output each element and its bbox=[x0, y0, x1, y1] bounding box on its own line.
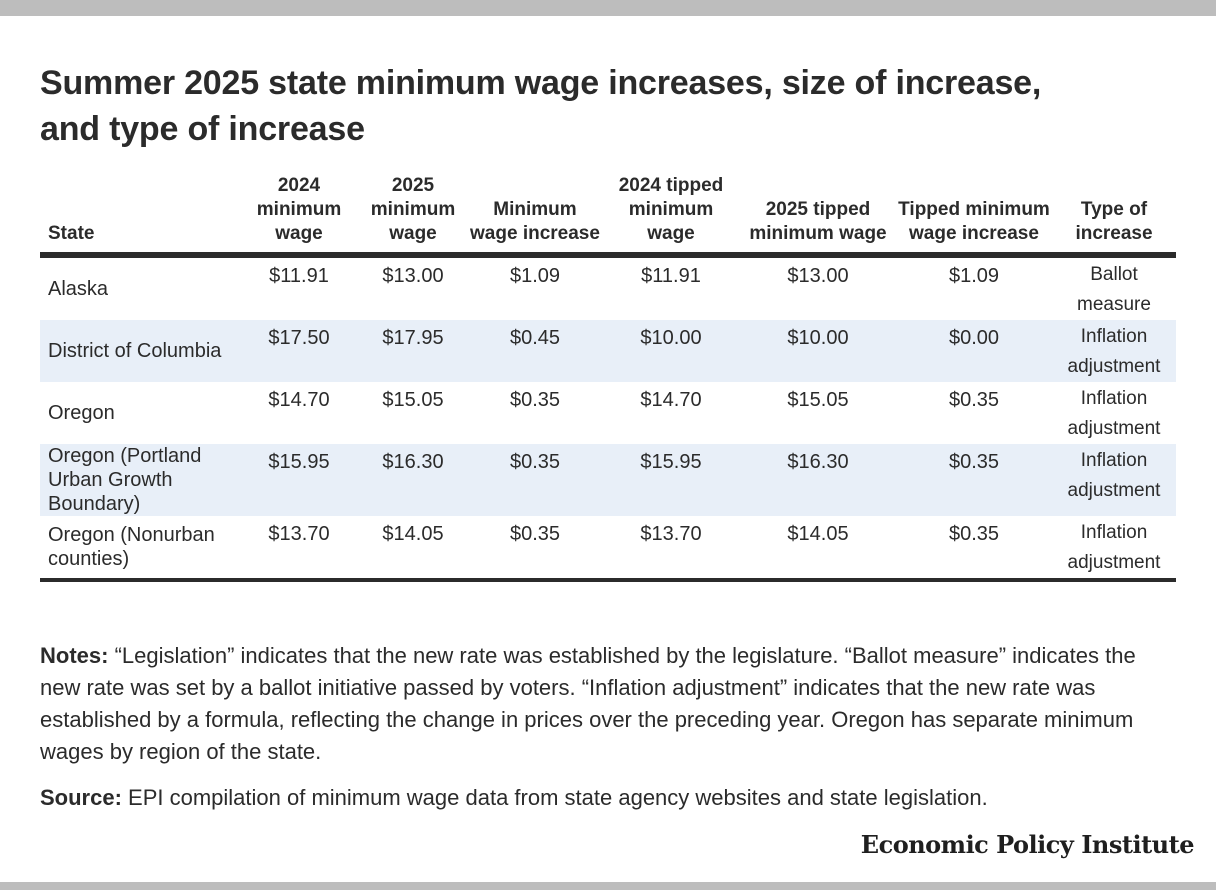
table-cell: $0.35 bbox=[468, 516, 602, 582]
table-row: Alaska $11.91 $13.00 $1.09 $11.91 $13.00… bbox=[40, 255, 1176, 320]
table-cell: $0.35 bbox=[468, 444, 602, 516]
table-cell: $15.05 bbox=[787, 389, 849, 411]
table-cell: $16.30 bbox=[740, 444, 896, 516]
table-cell: $14.70 bbox=[640, 389, 702, 411]
source-paragraph: Source: EPI compilation of minimum wage … bbox=[40, 782, 1180, 814]
type-cell: Inflation adjustment bbox=[1052, 444, 1176, 516]
epi-logo: Economic Policy Institute bbox=[860, 830, 1195, 859]
table-cell: $0.35 bbox=[896, 516, 1052, 582]
table-cell: $10.00 bbox=[740, 320, 896, 382]
column-header: State bbox=[40, 174, 240, 258]
notes-text: “Legislation” indicates that the new rat… bbox=[40, 643, 1136, 764]
chart-title: Summer 2025 state minimum wage increases… bbox=[40, 64, 1042, 148]
table-cell: $0.35 bbox=[509, 389, 561, 411]
column-header: Type of increase bbox=[1052, 174, 1176, 258]
state-cell: Alaska bbox=[48, 278, 109, 300]
table-cell: $13.00 bbox=[787, 265, 849, 287]
type-cell: Inflation adjustment bbox=[1052, 320, 1176, 382]
table-cell: $15.05 bbox=[382, 389, 444, 411]
table-cell: $17.95 bbox=[358, 320, 468, 382]
table-header-row: State 2024 minimum wage 2025 minimum wag… bbox=[40, 174, 1176, 258]
column-header: 2024 minimum wage bbox=[240, 174, 358, 258]
column-header: 2025 tipped minimum wage bbox=[740, 174, 896, 258]
state-cell: Oregon (Nonurban counties) bbox=[40, 516, 240, 582]
source-text: EPI compilation of minimum wage data fro… bbox=[121, 785, 988, 810]
type-cell: Inflation adjustment bbox=[1052, 516, 1176, 582]
state-cell: Oregon bbox=[48, 402, 115, 424]
table-cell: $15.95 bbox=[602, 444, 740, 516]
table-cell: $0.35 bbox=[896, 444, 1052, 516]
notes-label: Notes: bbox=[40, 643, 109, 668]
table-cell: $0.45 bbox=[468, 320, 602, 382]
table-cell: $13.00 bbox=[382, 265, 444, 287]
table-cell: $16.30 bbox=[358, 444, 468, 516]
table-cell: $11.91 bbox=[641, 265, 701, 287]
table-row: Oregon $14.70 $15.05 $0.35 $14.70 $15.05… bbox=[40, 382, 1176, 444]
state-cell: District of Columbia bbox=[40, 320, 240, 382]
notes-paragraph: Notes: “Legislation” indicates that the … bbox=[40, 640, 1180, 768]
table-row: Oregon (Nonurban counties) $13.70 $14.05… bbox=[40, 516, 1176, 582]
table-cell: $15.95 bbox=[240, 444, 358, 516]
source-label: Source: bbox=[40, 785, 122, 810]
column-header: Tipped minimum wage increase bbox=[896, 174, 1052, 258]
type-cell: Ballot measure bbox=[1077, 264, 1151, 315]
table-cell: $14.70 bbox=[268, 389, 330, 411]
table-cell: $1.09 bbox=[509, 265, 561, 287]
table-cell: $0.35 bbox=[948, 389, 1000, 411]
column-header: 2024 tipped minimum wage bbox=[602, 174, 740, 258]
bottom-border-bar bbox=[0, 882, 1216, 890]
table-cell: $1.09 bbox=[948, 265, 1000, 287]
table-cell: $14.05 bbox=[358, 516, 468, 582]
top-border-bar bbox=[0, 0, 1216, 16]
table-cell: $11.91 bbox=[269, 265, 329, 287]
table-cell: $0.00 bbox=[896, 320, 1052, 382]
minimum-wage-table: State 2024 minimum wage 2025 minimum wag… bbox=[40, 174, 1176, 582]
table-cell: $13.70 bbox=[240, 516, 358, 582]
table-cell: $13.70 bbox=[602, 516, 740, 582]
table-cell: $10.00 bbox=[602, 320, 740, 382]
table-cell: $17.50 bbox=[240, 320, 358, 382]
column-header: 2025 minimum wage bbox=[358, 174, 468, 258]
table-row: Oregon (Portland Urban Growth Boundary) … bbox=[40, 444, 1176, 516]
column-header: Minimum wage increase bbox=[468, 174, 602, 258]
type-cell: Inflation adjustment bbox=[1067, 388, 1161, 439]
table-cell: $14.05 bbox=[740, 516, 896, 582]
table-row: District of Columbia $17.50 $17.95 $0.45… bbox=[40, 320, 1176, 382]
state-cell: Oregon (Portland Urban Growth Boundary) bbox=[40, 444, 240, 516]
